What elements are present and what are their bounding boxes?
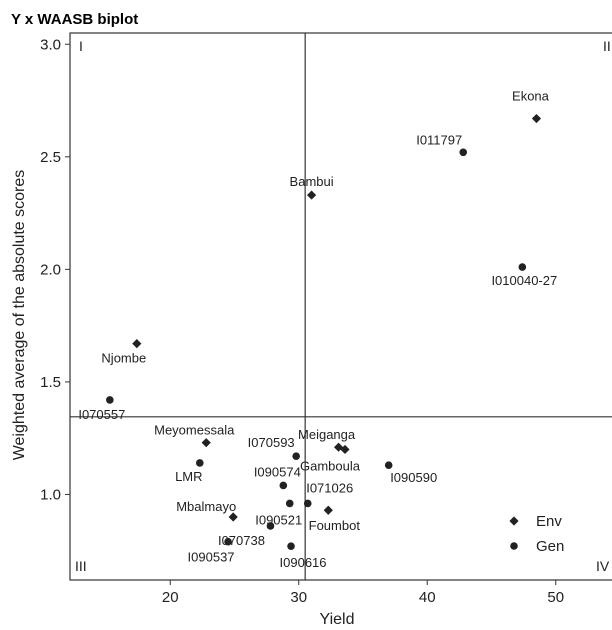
gen-marker-lmr — [195, 459, 204, 467]
y-tick-label: 3.0 — [40, 36, 61, 53]
gen-marker-i071026 — [303, 499, 312, 508]
gen-marker-i090537 — [224, 537, 232, 546]
x-tick-label: 30 — [290, 589, 307, 606]
point-label-gamboula: Gamboula — [300, 458, 361, 473]
y-tick-label: 1.0 — [40, 486, 61, 503]
plot-frame — [69, 32, 612, 581]
point-label-i070557: I070557 — [78, 407, 125, 422]
legend-label-gen: Gen — [536, 538, 564, 555]
point-label-i090574: I090574 — [254, 464, 301, 479]
x-tick-label: 20 — [162, 589, 179, 606]
point-label-i090616: I090616 — [280, 555, 327, 570]
point-label-i010040-27: I010040-27 — [491, 273, 557, 288]
env-marker-gamboula — [340, 444, 350, 455]
point-label-bambui: Bambui — [290, 174, 334, 189]
gen-marker-i090590 — [384, 461, 393, 469]
point-label-lmr: LMR — [175, 469, 202, 484]
chart-title: Y x WAASB biplot — [11, 11, 138, 28]
gen-marker-i090521 — [285, 499, 294, 508]
reference-lines — [70, 33, 612, 580]
point-label-njombe: Njombe — [101, 351, 146, 366]
quadrant-label-iv: IV — [596, 558, 610, 574]
legend-label-env: Env — [536, 513, 562, 530]
gen-marker-i010040-27 — [518, 263, 527, 271]
data-points — [106, 113, 542, 551]
point-label-i011797: I011797 — [416, 132, 462, 147]
point-label-i070593: I070593 — [248, 435, 295, 450]
gen-marker-i070557 — [106, 396, 114, 404]
point-label-i090521: I090521 — [255, 512, 302, 527]
gen-marker-i090616 — [287, 542, 295, 551]
quadrant-label-ii: II — [603, 38, 611, 54]
gen-marker-i070738 — [266, 522, 275, 530]
gen-marker-i011797 — [459, 148, 468, 157]
y-axis-label: Weighted average of the absolute scores — [11, 170, 28, 461]
point-label-i071026: I071026 — [306, 480, 353, 495]
y-tick-label: 2.5 — [40, 149, 61, 166]
env-marker-njombe — [132, 339, 142, 349]
point-label-i070738: I070738 — [218, 533, 265, 548]
point-label-meiganga: Meiganga — [298, 427, 356, 442]
y-tick-label: 1.5 — [40, 374, 61, 391]
point-label-ekona: Ekona — [512, 89, 550, 104]
point-label-mbalmayo: Mbalmayo — [176, 499, 236, 514]
y-axis-ticks: 1.0 1.5 2.0 2.5 3.0 — [40, 36, 70, 503]
x-axis-ticks: 20 30 40 50 — [162, 580, 564, 606]
gen-marker-i070593 — [292, 452, 300, 460]
point-labels: Ekona Bambui Njombe Meyomessala Meiganga Gamb… — [78, 89, 557, 571]
y-tick-label: 2.0 — [40, 261, 61, 278]
legend-marker-gen — [510, 542, 518, 550]
point-label-foumbot: Foumbot — [309, 518, 361, 533]
legend: Env Gen — [509, 513, 564, 555]
point-label-meyomessala: Meyomessala — [154, 423, 235, 438]
legend-marker-env — [509, 516, 519, 526]
x-axis-label: Yield — [320, 611, 355, 628]
point-label-i090590: I090590 — [390, 470, 437, 485]
env-marker-ekona — [531, 113, 542, 124]
env-marker-meyomessala — [201, 438, 211, 448]
env-marker-foumbot — [323, 505, 333, 515]
env-marker-mbalmayo — [228, 512, 238, 522]
x-tick-label: 40 — [419, 589, 436, 606]
x-tick-label: 50 — [547, 589, 564, 606]
gen-marker-i090574 — [279, 481, 288, 490]
env-marker-bambui — [306, 190, 317, 200]
quadrant-label-iii: III — [75, 558, 87, 574]
point-label-i090537: I090537 — [188, 550, 235, 565]
quadrant-label-i: I — [79, 38, 83, 54]
